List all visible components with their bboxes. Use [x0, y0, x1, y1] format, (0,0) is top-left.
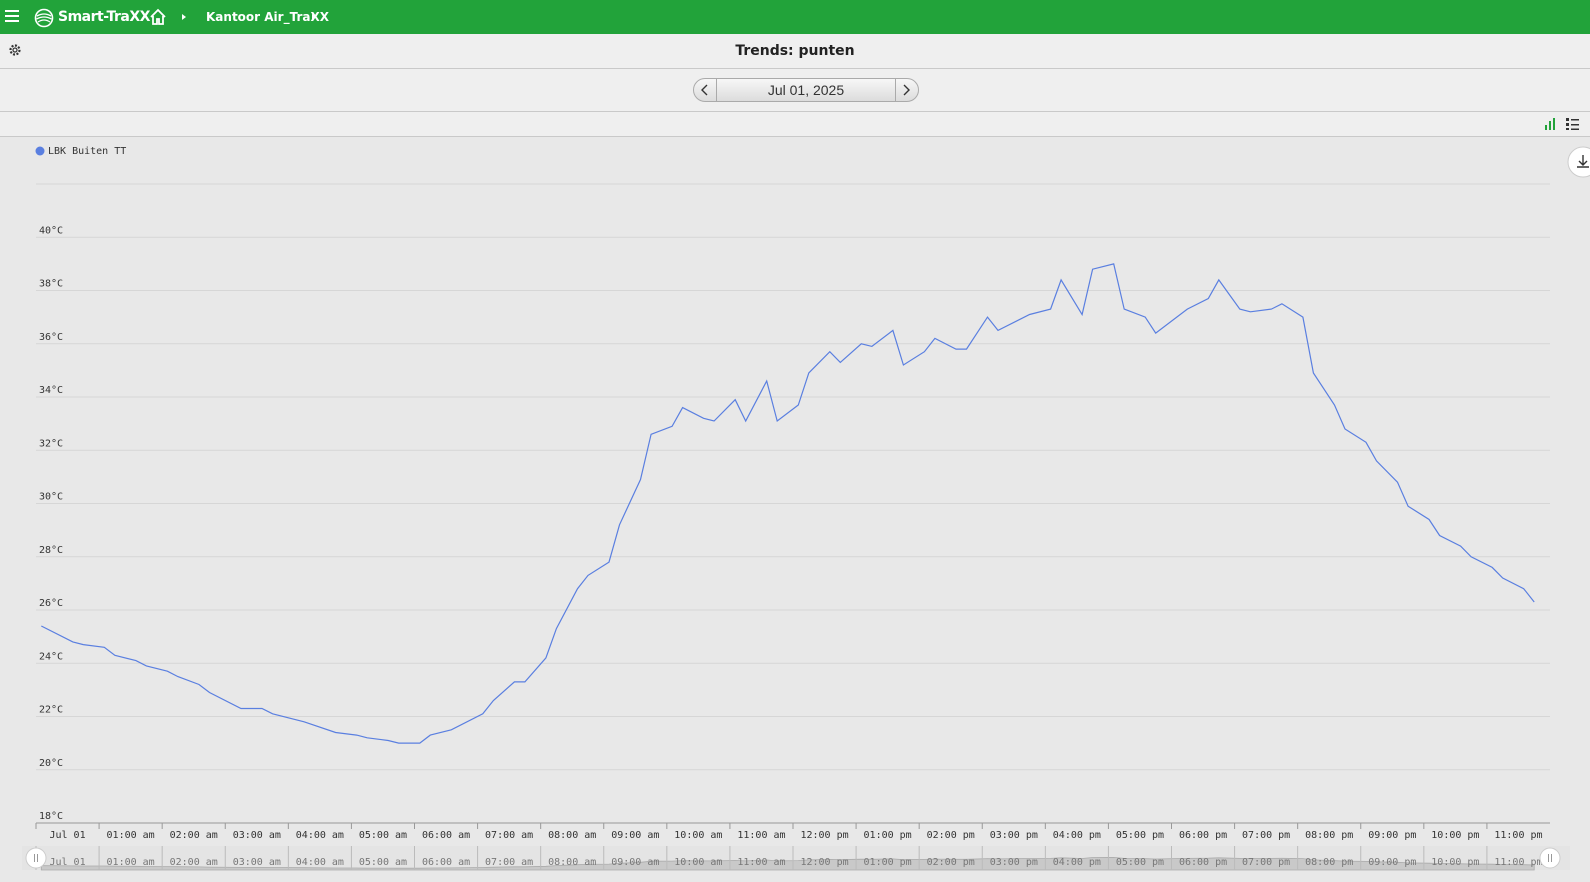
x-tick-label: 05:00 am	[359, 830, 407, 841]
x-tick-label: 02:00 pm	[927, 830, 975, 841]
x-tick-label: 03:00 am	[233, 830, 281, 841]
navigator-tick-label: 11:00 pm	[1494, 857, 1542, 868]
download-icon	[1577, 155, 1589, 168]
prev-day-button[interactable]	[699, 84, 711, 96]
x-tick-label: 09:00 am	[611, 830, 659, 841]
x-tick-label: 11:00 am	[737, 830, 785, 841]
x-tick-label: 03:00 pm	[990, 830, 1038, 841]
y-tick-label: 38°C	[39, 279, 63, 290]
y-tick-label: 40°C	[39, 225, 63, 236]
x-tick-label: 09:00 pm	[1368, 830, 1416, 841]
navigator-series	[40, 856, 1535, 871]
settings-button[interactable]	[7, 42, 23, 58]
navigator-tick-label: 06:00 pm	[1179, 857, 1227, 868]
legend-marker	[35, 146, 45, 156]
x-tick-label: 02:00 am	[170, 830, 218, 841]
list-view-button[interactable]	[1565, 117, 1579, 131]
y-tick-label: 18°C	[39, 811, 63, 822]
navigator-tick-label: 09:00 pm	[1368, 857, 1416, 868]
navigator-tick-label: 09:00 am	[611, 857, 659, 868]
x-tick-label: 07:00 pm	[1242, 830, 1290, 841]
x-tick-label: 10:00 am	[674, 830, 722, 841]
x-tick-label: 06:00 pm	[1179, 830, 1227, 841]
legend-label: LBK Buiten TT	[48, 146, 126, 157]
logo-text[interactable]: Smart-TraXX	[58, 9, 150, 25]
x-tick-label: 08:00 am	[548, 830, 596, 841]
navigator-tick-label: 05:00 pm	[1116, 857, 1164, 868]
navigator-tick-label: 12:00 pm	[800, 857, 848, 868]
series-line	[41, 263, 1535, 744]
navigator-tick-label: 07:00 am	[485, 857, 533, 868]
menu-button[interactable]	[4, 8, 20, 24]
y-tick-label: 36°C	[39, 332, 63, 343]
y-tick-label: 32°C	[39, 438, 63, 449]
y-tick-label: 20°C	[39, 758, 63, 769]
x-tick-label: 06:00 am	[422, 830, 470, 841]
navigator-tick-label: 02:00 pm	[927, 857, 975, 868]
x-tick-label: 01:00 am	[107, 830, 155, 841]
date-picker: Jul 01, 2025	[693, 78, 919, 102]
y-tick-label: 30°C	[39, 492, 63, 503]
navigator-tick-label: 03:00 am	[233, 857, 281, 868]
x-tick-label: 08:00 pm	[1305, 830, 1353, 841]
date-bar: Jul 01, 2025	[0, 69, 1590, 112]
next-day-button[interactable]	[900, 84, 912, 96]
navigator-tick-label: 07:00 pm	[1242, 857, 1290, 868]
navigator-tick-label: 04:00 pm	[1053, 857, 1101, 868]
navigator-tick-label: 01:00 am	[107, 857, 155, 868]
x-tick-label: 11:00 pm	[1494, 830, 1542, 841]
download-button[interactable]	[1567, 146, 1590, 178]
x-tick-label: 01:00 pm	[864, 830, 912, 841]
navigator-tick-label: 10:00 pm	[1431, 857, 1479, 868]
navigator-tick-label: 08:00 am	[548, 857, 596, 868]
y-tick-label: 24°C	[39, 651, 63, 662]
breadcrumb-arrow	[312, 14, 316, 20]
date-label[interactable]: Jul 01, 2025	[767, 82, 845, 98]
navigator-tick-label: Jul 01	[49, 857, 85, 868]
y-tick-label: 26°C	[39, 598, 63, 609]
navigator-tick-label: 03:00 pm	[990, 857, 1038, 868]
home-button[interactable]	[148, 7, 168, 27]
navigator-tick-label: 11:00 am	[737, 857, 785, 868]
navigator-tick-label: 10:00 am	[674, 857, 722, 868]
x-tick-label: 07:00 am	[485, 830, 533, 841]
breadcrumb[interactable]: Kantoor Air_TraXX	[206, 10, 329, 24]
top-bar: Smart-TraXX Kantoor Air_TraXX	[0, 0, 1590, 34]
x-tick-label: 10:00 pm	[1431, 830, 1479, 841]
page-title: Trends: punten	[735, 43, 855, 59]
navigator-handle[interactable]	[25, 847, 47, 869]
x-tick-label: 05:00 pm	[1116, 830, 1164, 841]
navigator-tick-label: 05:00 am	[359, 857, 407, 868]
title-bar: Trends: punten	[0, 34, 1590, 69]
x-tick-label: 04:00 am	[296, 830, 344, 841]
x-tick-label: Jul 01	[49, 830, 85, 841]
y-tick-label: 34°C	[39, 385, 63, 396]
y-tick-label: 28°C	[39, 545, 63, 556]
navigator-tick-label: 01:00 pm	[864, 857, 912, 868]
navigator-tick-label: 08:00 pm	[1305, 857, 1353, 868]
toolbar	[0, 112, 1590, 137]
navigator-handle[interactable]	[1539, 847, 1561, 869]
navigator-background	[22, 846, 1570, 870]
separator	[895, 79, 896, 101]
logo-icon	[34, 8, 54, 28]
breadcrumb-arrow	[182, 14, 186, 20]
x-tick-label: 04:00 pm	[1053, 830, 1101, 841]
x-tick-label: 12:00 pm	[800, 830, 848, 841]
navigator-tick-label: 02:00 am	[170, 857, 218, 868]
chart-view-button[interactable]	[1543, 117, 1557, 131]
navigator-tick-label: 04:00 am	[296, 857, 344, 868]
navigator-tick-label: 06:00 am	[422, 857, 470, 868]
y-tick-label: 22°C	[39, 705, 63, 716]
separator	[716, 79, 717, 101]
